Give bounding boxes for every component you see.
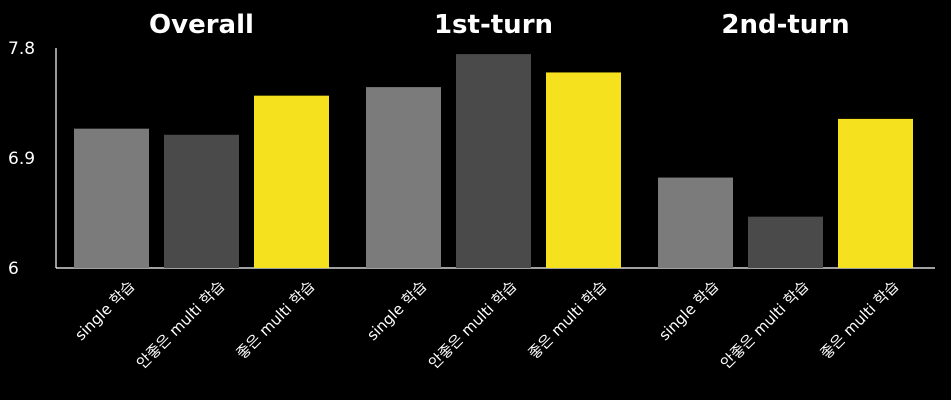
x-tick-label: single 학습 xyxy=(363,277,430,344)
x-tick-label: 좋은 multi 학습 xyxy=(817,277,903,363)
x-tick-label: single 학습 xyxy=(71,277,138,344)
bar-2nd-turn-1 xyxy=(748,216,823,268)
x-tick-label: 안좋은 multi 학습 xyxy=(425,277,520,372)
bar-2nd-turn-0 xyxy=(658,177,733,268)
bar-2nd-turn-2 xyxy=(838,118,913,268)
bar-1st-turn-2 xyxy=(546,72,621,268)
x-tick-label: single 학습 xyxy=(655,277,722,344)
group-titles: Overall 1st-turn 2nd-turn xyxy=(149,10,850,40)
bar-1st-turn-1 xyxy=(456,54,531,268)
x-tick-label: 좋은 multi 학습 xyxy=(233,277,319,363)
x-tick-label: 안좋은 multi 학습 xyxy=(717,277,812,372)
group-title-2nd-turn: 2nd-turn xyxy=(721,10,849,40)
y-tick-label: 6.9 xyxy=(8,149,35,169)
y-tick-label: 6 xyxy=(8,259,19,279)
x-tick-label: 좋은 multi 학습 xyxy=(525,277,611,363)
bar-1st-turn-0 xyxy=(366,87,441,268)
y-tick-label: 7.8 xyxy=(8,39,35,59)
bars xyxy=(74,54,913,269)
bar-overall-1 xyxy=(164,134,239,268)
group-title-overall: Overall xyxy=(149,10,254,40)
group-title-1st-turn: 1st-turn xyxy=(434,10,553,40)
bar-overall-2 xyxy=(254,95,329,269)
x-tick-label: 안좋은 multi 학습 xyxy=(133,277,228,372)
bar-overall-0 xyxy=(74,128,149,268)
y-axis: 6 6.9 7.8 xyxy=(8,39,57,279)
